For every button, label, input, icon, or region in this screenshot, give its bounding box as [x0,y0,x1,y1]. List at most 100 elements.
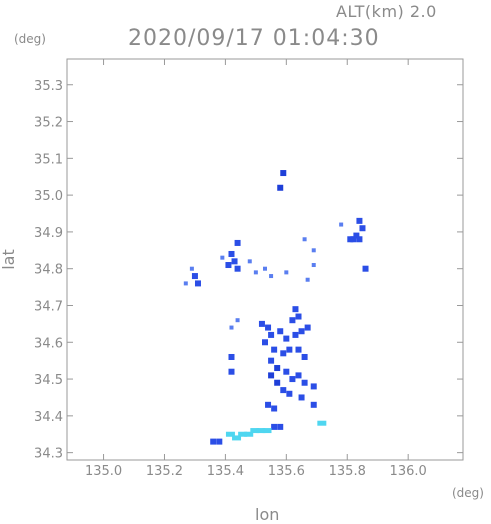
echo-cell [220,255,225,260]
echo-cell [271,346,278,353]
echo-cell [284,270,289,275]
x-tick-label: 135.2 [146,464,183,479]
echo-cell [280,350,287,357]
x-tick-label: 136.0 [390,464,427,479]
echo-cell [301,379,308,386]
echo-cell [232,435,242,441]
echo-cell [268,331,275,338]
echo-cell [317,420,327,426]
echo-cell [292,306,299,313]
echo-cell [305,277,310,282]
y-tick-label: 35.1 [34,152,63,167]
echo-cell [234,265,241,272]
x-axis-unit: (deg) [452,486,484,500]
echo-cell [235,318,240,323]
echo-cell [277,423,284,430]
echo-cell [292,331,299,338]
echo-cells [183,170,369,445]
echo-cell [244,431,254,437]
x-tick-label: 135.8 [329,464,366,479]
echo-cell [231,258,238,265]
echo-cell [265,401,272,408]
altitude-label: ALT(km) 2.0 [336,2,437,21]
echo-cell [268,372,275,379]
echo-cell [247,259,252,264]
echo-cell [295,346,302,353]
echo-cell [362,265,369,272]
echo-cell [311,263,316,268]
y-tick-label: 34.8 [34,263,63,278]
y-tick-label: 34.6 [34,336,63,351]
x-axis-label: lon [255,505,280,524]
echo-cell [274,365,281,372]
echo-cell [283,335,290,342]
echo-cell [298,328,305,335]
echo-cell [253,270,258,275]
x-ticks: 135.0 135.2 135.4 135.6 135.8 136.0 [85,59,427,479]
echo-cell [289,317,296,324]
echo-cell [301,353,308,360]
echo-cell [234,239,241,246]
echo-cell [310,383,317,390]
echo-cell [262,339,268,346]
echo-cell [298,394,305,401]
y-tick-label: 34.5 [34,373,63,388]
echo-cell [229,325,234,330]
y-axis-unit: (deg) [14,32,46,46]
echo-cell [286,390,293,397]
y-tick-label: 34.9 [34,226,63,241]
echo-cell [283,368,290,375]
echo-cell [339,222,344,227]
y-tick-label: 34.7 [34,299,63,314]
echo-cell [274,379,281,386]
echo-cell [310,401,317,408]
echo-cell [194,280,201,287]
x-tick-label: 135.6 [268,464,305,479]
echo-cell [295,372,302,379]
echo-cell [228,353,235,360]
echo-cell [304,324,311,331]
echo-cell [280,387,287,394]
echo-cell [350,236,357,243]
echo-cell [228,250,235,257]
y-ticks: 34.3 34.4 34.5 34.6 34.7 34.8 34.9 35.0 35.1 35.2… [34,79,463,462]
echo-cell [277,184,284,191]
echo-cell [216,438,223,445]
echo-cell [277,328,284,335]
x-tick-label: 135.0 [85,464,122,479]
echo-cell [210,438,217,445]
echo-cell [256,428,266,434]
echo-cell [228,368,235,375]
echo-cell [191,273,198,280]
echo-cell [302,237,307,242]
y-tick-label: 35.2 [34,116,63,131]
echo-cell [347,236,354,243]
plot-frame [66,58,464,461]
echo-cell [189,266,194,271]
echo-cell [271,405,278,412]
echo-cell [356,236,363,243]
echo-cell [268,357,275,364]
echo-cell [359,225,366,232]
echo-cell [238,431,248,437]
echo-cell [183,281,188,286]
echo-cell [286,346,293,353]
echo-cell [280,170,287,177]
y-tick-label: 35.3 [34,79,63,94]
echo-cell [258,320,265,327]
echo-cell [311,248,316,253]
y-tick-label: 34.3 [34,447,63,462]
echo-cell [250,428,260,434]
echo-cell [263,266,267,271]
echo-cell [225,262,232,269]
x-tick-label: 135.4 [207,464,244,479]
echo-cell [353,232,360,239]
y-tick-label: 35.0 [34,189,63,204]
echo-cell [356,217,363,224]
echo-cell [289,376,296,383]
echo-cell [225,431,235,437]
y-tick-label: 34.4 [34,410,63,425]
echo-cell [265,324,272,331]
echo-cell [271,423,278,430]
